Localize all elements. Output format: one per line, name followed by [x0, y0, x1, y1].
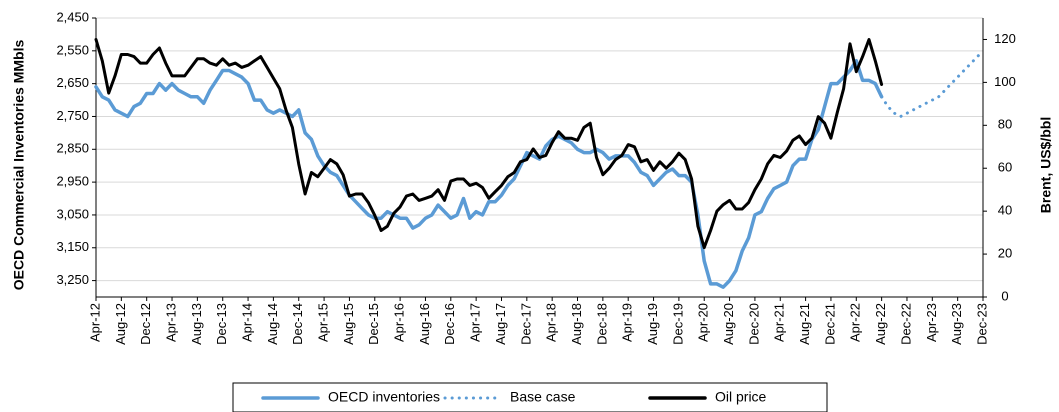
x-tick-label: Dec-14: [290, 303, 305, 345]
y2-tick-label: 100: [994, 74, 1016, 89]
x-tick-label: Dec-12: [138, 303, 153, 345]
y-tick-label: 3,150: [56, 239, 89, 254]
y2-tick-label: 20: [998, 246, 1012, 261]
x-tick-label: Aug-21: [797, 303, 812, 345]
legend-label: Base case: [510, 389, 576, 405]
y-tick-label: 2,650: [56, 75, 89, 90]
x-tick-label: Aug-12: [113, 303, 128, 345]
x-tick-label: Dec-18: [594, 303, 609, 345]
x-tick-label: Aug-23: [949, 303, 964, 345]
x-tick-label: Apr-16: [392, 303, 407, 342]
x-tick-label: Dec-16: [442, 303, 457, 345]
x-tick-label: Dec-22: [898, 303, 913, 345]
x-tick-label: Aug-22: [873, 303, 888, 345]
y2-tick-label: 60: [998, 160, 1012, 175]
y-tick-label: 2,950: [56, 174, 89, 189]
x-tick-label: Dec-21: [822, 303, 837, 345]
x-tick-label: Apr-21: [772, 303, 787, 342]
y2-tick-label: 40: [998, 203, 1012, 218]
x-tick-label: Aug-17: [493, 303, 508, 345]
x-tick-label: Apr-19: [620, 303, 635, 342]
x-tick-label: Apr-18: [544, 303, 559, 342]
legend-label: Oil price: [715, 389, 767, 405]
x-tick-label: Aug-20: [721, 303, 736, 345]
x-tick-label: Dec-17: [518, 303, 533, 345]
x-tick-label: Apr-12: [87, 303, 102, 342]
x-tick-label: Apr-20: [696, 303, 711, 342]
series-line: [94, 58, 884, 289]
y-tick-label: 3,250: [56, 272, 89, 287]
x-tick-label: Aug-18: [569, 303, 584, 345]
x-tick-label: Aug-19: [645, 303, 660, 345]
legend-box: [232, 382, 828, 412]
x-tick-label: Aug-16: [417, 303, 432, 345]
series-line: [880, 49, 985, 118]
x-tick-label: Apr-14: [239, 303, 254, 342]
x-tick-label: Apr-13: [163, 303, 178, 342]
x-tick-label: Aug-14: [265, 303, 280, 345]
x-tick-label: Dec-15: [366, 303, 381, 345]
y-tick-label: 2,850: [56, 141, 89, 156]
x-tick-label: Apr-17: [468, 303, 483, 342]
x-tick-label: Dec-19: [670, 303, 685, 345]
x-tick-label: Dec-20: [746, 303, 761, 345]
y2-axis-title: Brent, US$/bbl: [1038, 117, 1054, 213]
y2-tick-label: 120: [994, 31, 1016, 46]
x-tick-label: Dec-23: [974, 303, 989, 345]
y-tick-label: 2,750: [56, 108, 89, 123]
legend-label: OECD inventories: [328, 389, 440, 405]
y-tick-label: 3,050: [56, 206, 89, 221]
y2-tick-label: 0: [1001, 288, 1008, 303]
y-tick-label: 2,450: [56, 9, 89, 24]
x-tick-label: Apr-15: [316, 303, 331, 342]
series-line: [94, 38, 884, 250]
x-tick-label: Apr-23: [924, 303, 939, 342]
y-axis-title: OECD Commercial Inventories MMbls: [11, 40, 27, 291]
y-tick-label: 2,550: [56, 42, 89, 57]
x-tick-label: Apr-22: [848, 303, 863, 342]
x-tick-label: Aug-13: [189, 303, 204, 345]
y2-tick-label: 80: [998, 117, 1012, 132]
x-tick-label: Dec-13: [214, 303, 229, 345]
x-tick-label: Aug-15: [341, 303, 356, 345]
